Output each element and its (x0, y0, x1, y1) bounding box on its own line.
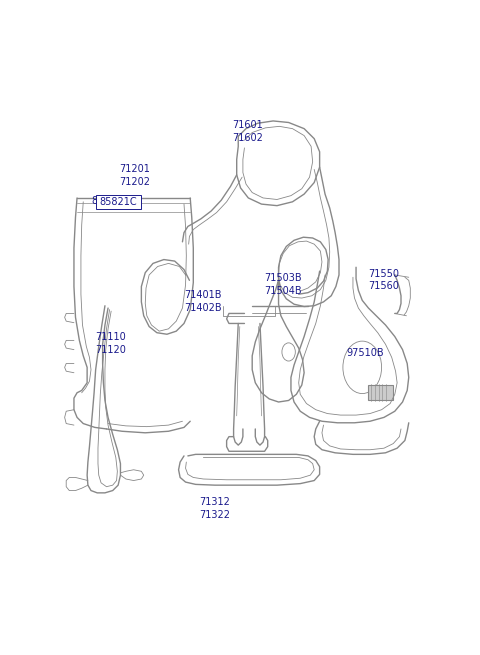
Text: 71550
71560: 71550 71560 (368, 269, 399, 291)
Bar (369, 385, 393, 400)
Text: 71201
71202: 71201 71202 (119, 164, 150, 187)
Text: 71312
71322: 71312 71322 (199, 497, 230, 519)
Text: 97510B: 97510B (346, 348, 384, 358)
Text: 85822C: 85822C (92, 196, 130, 206)
Text: 71110
71120: 71110 71120 (95, 332, 126, 354)
FancyBboxPatch shape (96, 195, 141, 209)
Text: 71401B
71402B: 71401B 71402B (184, 290, 222, 312)
Text: 85821C: 85821C (99, 196, 137, 207)
Text: 71503B
71504B: 71503B 71504B (264, 273, 302, 295)
Text: 71601
71602: 71601 71602 (232, 121, 264, 143)
